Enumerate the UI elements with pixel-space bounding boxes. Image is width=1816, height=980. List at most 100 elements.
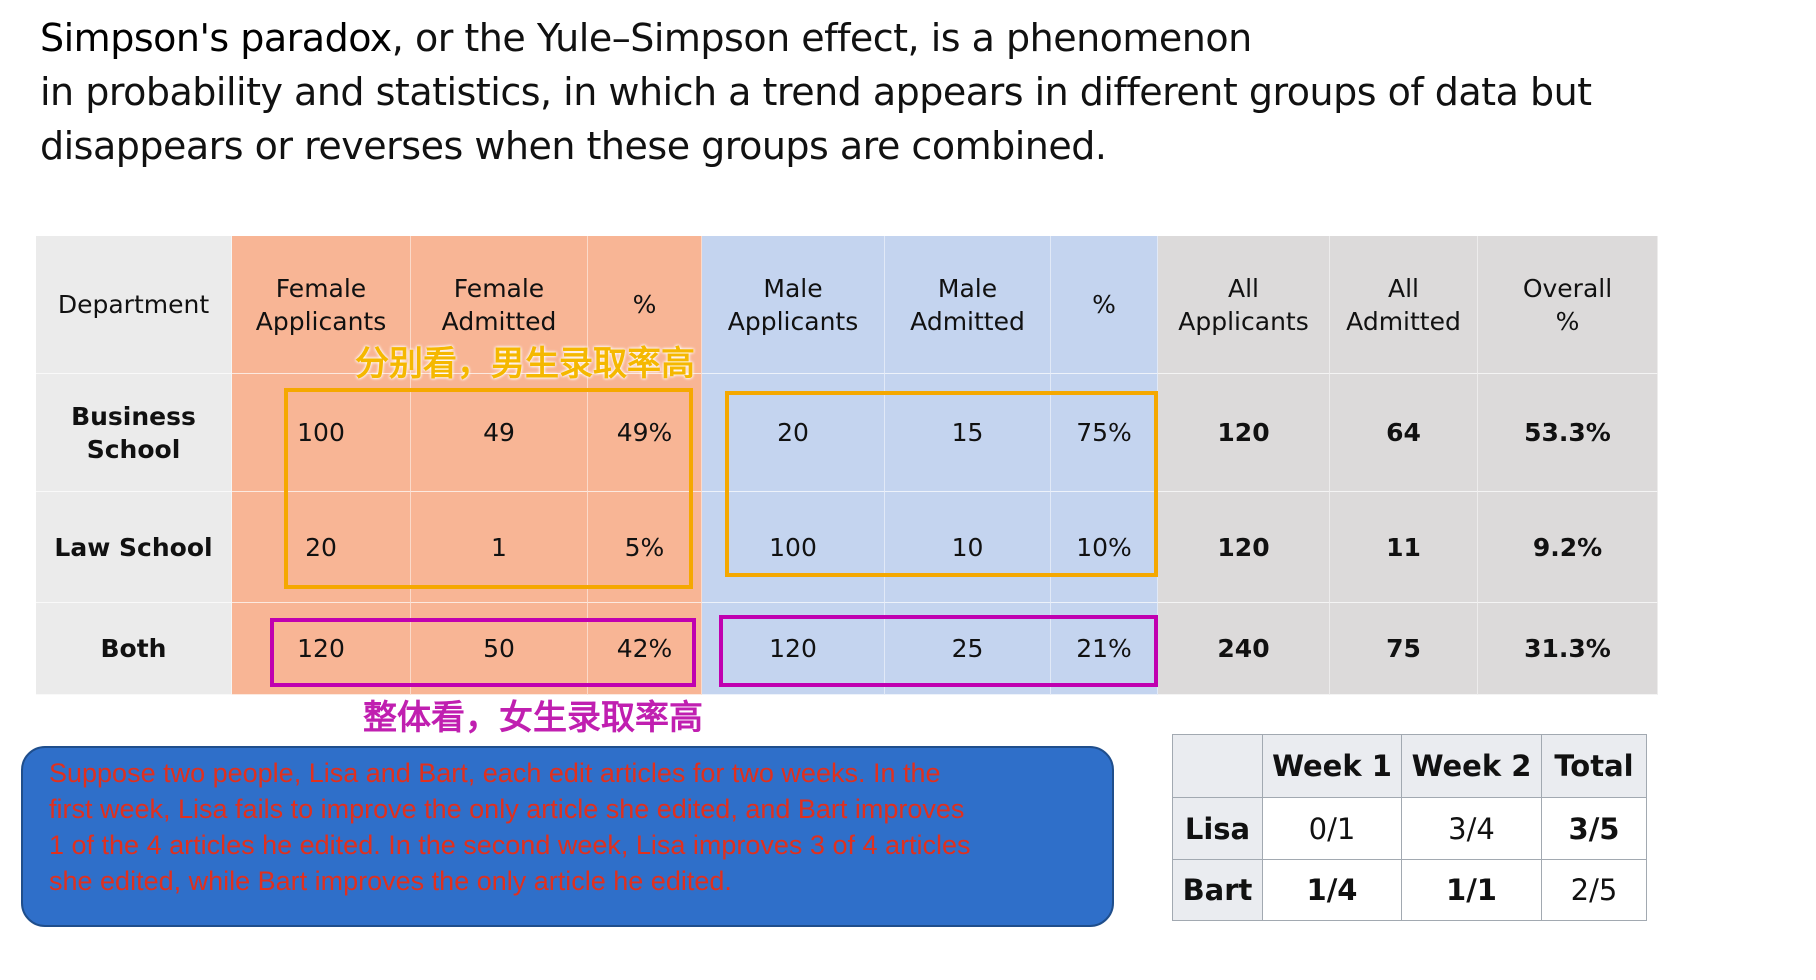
cell-text: Male [937,273,998,303]
week-cell: Week 1 [1262,734,1402,798]
cell-text: % [632,290,657,319]
highlight-box [270,618,696,687]
intro-line: Simpson's paradox, or the Yule–Simpson e… [40,16,1252,60]
header-cell: Male Applicants [702,236,885,374]
cell-text: 75% [1076,418,1132,447]
cell-text: 15 [951,418,984,447]
header-cell: All Admitted [1330,236,1478,374]
header-cell: % [588,236,702,374]
cell-text: 240 [1217,634,1270,663]
table-cell: 9.2% [1478,492,1658,603]
cell-text: All [1228,273,1259,303]
table-cell: 49 [411,374,588,492]
header-cell: Overall% [1478,236,1658,374]
cell-text: Admitted [910,306,1025,336]
cell-text: All [1388,273,1419,303]
cell-text: 75 [1386,634,1421,663]
table-cell: 120 [1158,374,1330,492]
cell-text: Admitted [441,306,557,336]
table-cell: 120 [1158,492,1330,603]
example-line: she edited, while Bart improves the only… [49,866,732,896]
table-cell: 64 [1330,374,1478,492]
cell-text: 20 [777,418,809,447]
cell-text: Female [453,273,545,303]
table-cell: 1 [411,492,588,603]
cell-text: Overall [1522,273,1613,303]
week-cell: 2/5 [1541,859,1647,921]
header-cell: All Applicants [1158,236,1330,374]
intro-line: disappears or reverses when these groups… [40,124,1107,168]
cell-text: 20 [305,532,337,562]
cell-text: Applicants [1178,306,1309,336]
week-cell: 1/1 [1401,859,1542,921]
cell-text: 31.3% [1524,634,1611,663]
cell-text: 49% [616,418,673,447]
cell-text: 49 [483,418,515,447]
cell-text: Both [100,634,167,663]
highlight-box [725,391,1158,577]
cell-text: 64 [1386,418,1421,447]
table-cell: 240 [1158,603,1330,695]
cell-text: Admitted [1346,306,1461,336]
header-cell: Department [36,236,232,374]
table-cell: Law School [36,492,232,603]
table-cell: 49% [588,374,702,492]
cell-text: 10% [1076,532,1132,562]
intro-text: , or the Yule–Simpson effect, is a pheno… [391,16,1252,60]
week-cell: Lisa [1172,797,1263,860]
cell-text: 120 [297,634,345,663]
cell-text: 10 [951,532,984,562]
cell-text: Department [57,290,210,319]
table-cell: 100 [232,374,411,492]
week-cell: 1/4 [1262,859,1402,921]
cell-text: Applicants [727,306,859,336]
cell-text: 42% [616,634,673,663]
cell-text: 11 [1386,532,1421,562]
table-cell: 75 [1330,603,1478,695]
cell-text: Male [763,273,823,303]
table-cell: 53.3% [1478,374,1658,492]
cell-text: % [1092,290,1116,319]
highlight-box [284,388,693,589]
table-cell: 31.3% [1478,603,1658,695]
highlight-box [719,615,1158,687]
week-cell: 3/4 [1401,797,1542,860]
cell-text: 9.2% [1532,532,1603,562]
example-line: first week, Lisa fails to improve the on… [49,794,965,824]
cell-text: 100 [297,418,345,447]
week-cell: 0/1 [1262,797,1402,860]
term: Simpson's paradox [40,16,392,60]
cell-text: 100 [769,532,817,562]
cell-text: Law School [54,532,213,562]
cell-text: % [1555,306,1580,336]
header-cell: Female Applicants [232,236,411,374]
table-cell: 20 [232,492,411,603]
week-cell: Total [1541,734,1647,798]
cell-text: 50 [483,634,515,663]
table-cell: Business School [36,374,232,492]
cell-text: School [86,434,181,464]
cell-text: 1 [491,532,507,562]
annotation: 整体看，女生录取率高 [363,698,703,738]
week-cell: 3/5 [1541,797,1647,860]
example-box [21,746,1114,927]
table-cell: 10 [885,492,1051,603]
table-cell: Both [36,603,232,695]
cell-text: 5% [624,532,665,562]
week-cell: Bart [1172,859,1263,921]
cell-text: 25 [951,634,984,663]
table-cell: 5% [588,492,702,603]
cell-text: 120 [1217,418,1270,447]
header-cell: Male Admitted [885,236,1051,374]
cell-text: 53.3% [1524,418,1611,447]
intro-line: in probability and statistics, in which … [40,70,1592,114]
table-cell: 11 [1330,492,1478,603]
week-cell [1172,734,1263,798]
header-cell: % [1051,236,1158,374]
example-line: Suppose two people, Lisa and Bart, each … [49,758,941,788]
header-cell: Female Admitted [411,236,588,374]
annotation: 分别看，男生录取率高 [355,344,695,384]
week-cell: Week 2 [1401,734,1542,798]
cell-text: Business [71,401,196,431]
